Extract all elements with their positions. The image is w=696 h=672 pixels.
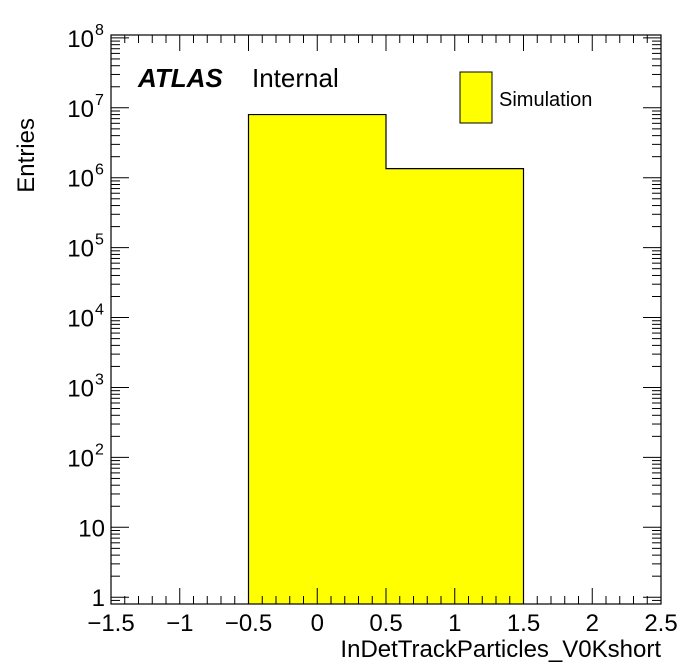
y-tick-label: 10	[67, 236, 94, 263]
y-tick-label: 10	[67, 306, 94, 333]
x-tick-label: 0.5	[369, 610, 402, 637]
y-tick-exponent: 3	[95, 371, 104, 388]
y-axis-title: Entries	[13, 118, 40, 193]
y-tick-label: 1	[92, 585, 105, 612]
legend-entry-simulation: Simulation	[499, 89, 592, 111]
y-tick-label: 10	[67, 166, 94, 193]
x-tick-label: 0	[311, 610, 324, 637]
histogram-bar-0	[248, 114, 386, 605]
histogram-outline	[247, 113, 525, 604]
y-tick-exponent: 4	[95, 302, 104, 319]
x-tick-label: 1.5	[507, 610, 540, 637]
y-tick-label: 10	[78, 515, 105, 542]
x-tick-label: 2.5	[644, 610, 677, 637]
y-tick-label: 10	[67, 445, 94, 472]
x-tick-label: 1	[448, 610, 461, 637]
x-axis: −1.5 −1 −0.5 0 0.5 1 1.5 2 2.5	[87, 35, 678, 637]
y-tick-label: 10	[67, 375, 94, 402]
y-tick-exponent: 2	[95, 441, 104, 458]
legend: Simulation	[459, 71, 592, 124]
y-tick-label: 10	[67, 26, 94, 53]
y-tick-exponent: 7	[95, 92, 104, 109]
x-tick-label: 2	[586, 610, 599, 637]
y-tick-exponent: 6	[95, 162, 104, 179]
legend-swatch	[459, 71, 493, 124]
atlas-label: ATLAS	[137, 63, 223, 93]
histogram-bars	[247, 113, 525, 605]
y-tick-exponent: 8	[95, 22, 104, 39]
x-axis-title: InDetTrackParticles_V0Kshort	[340, 636, 661, 663]
x-tick-label: −0.5	[225, 610, 272, 637]
internal-label: Internal	[252, 63, 339, 93]
x-tick-label: −1.5	[87, 610, 134, 637]
histogram-bar-1	[386, 168, 524, 604]
y-tick-label: 10	[67, 96, 94, 123]
x-tick-label: −1	[166, 610, 193, 637]
y-tick-exponent: 5	[95, 232, 104, 249]
